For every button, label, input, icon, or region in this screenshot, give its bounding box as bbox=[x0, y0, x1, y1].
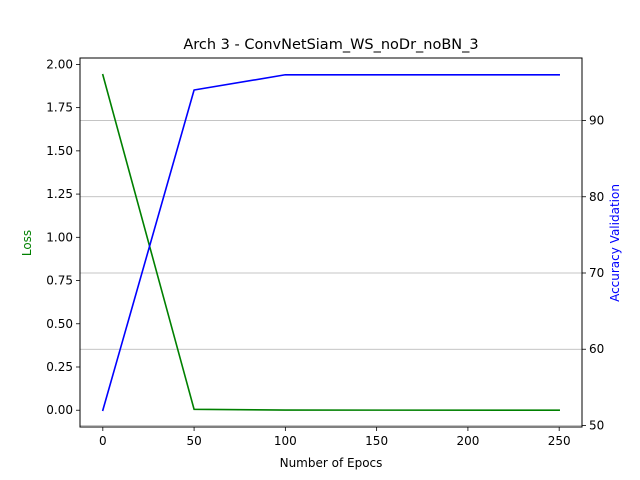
y-left-tick-label: 0.50 bbox=[46, 317, 73, 331]
y-left-tick-label: 0.00 bbox=[46, 403, 73, 417]
y-right-tick-label: 90 bbox=[589, 114, 604, 128]
y-right-tick-label: 80 bbox=[589, 190, 604, 204]
y-right-axis-ticks: 50 60 70 80 90 bbox=[582, 114, 604, 432]
y-left-tick-label: 0.75 bbox=[46, 274, 73, 288]
y-left-tick-label: 0.25 bbox=[46, 360, 73, 374]
x-tick-label: 150 bbox=[365, 434, 388, 448]
y-right-axis-label: Accuracy Validation bbox=[608, 184, 622, 302]
chart-title: Arch 3 - ConvNetSiam_WS_noDr_noBN_3 bbox=[183, 37, 478, 53]
x-tick-label: 50 bbox=[186, 434, 201, 448]
y-left-axis-ticks: 0.00 0.25 0.50 0.75 1.00 1.25 1.50 1.75 2.00 bbox=[46, 57, 80, 417]
loss-series-line bbox=[101, 73, 560, 412]
y-left-tick-label: 1.50 bbox=[46, 144, 73, 158]
x-tick-label: 250 bbox=[548, 434, 571, 448]
y-left-axis-label: Loss bbox=[20, 230, 34, 256]
y-right-tick-label: 70 bbox=[589, 266, 604, 280]
x-tick-label: 200 bbox=[456, 434, 479, 448]
y-left-tick-label: 1.75 bbox=[46, 101, 73, 115]
plot-frame bbox=[79, 57, 583, 428]
y-right-tick-label: 60 bbox=[589, 342, 604, 356]
x-axis-label: Number of Epocs bbox=[280, 456, 383, 470]
accuracy-series-line bbox=[101, 73, 560, 412]
x-tick-label: 100 bbox=[274, 434, 297, 448]
y-left-tick-label: 1.00 bbox=[46, 230, 73, 244]
y-left-tick-label: 2.00 bbox=[46, 57, 73, 71]
x-tick-label: 0 bbox=[99, 434, 107, 448]
y-left-tick-label: 1.25 bbox=[46, 187, 73, 201]
series-lines bbox=[101, 73, 560, 412]
grid-lines bbox=[80, 120, 582, 426]
y-right-tick-label: 50 bbox=[589, 418, 604, 432]
x-axis-ticks: 0 50 100 150 200 250 bbox=[99, 427, 571, 448]
